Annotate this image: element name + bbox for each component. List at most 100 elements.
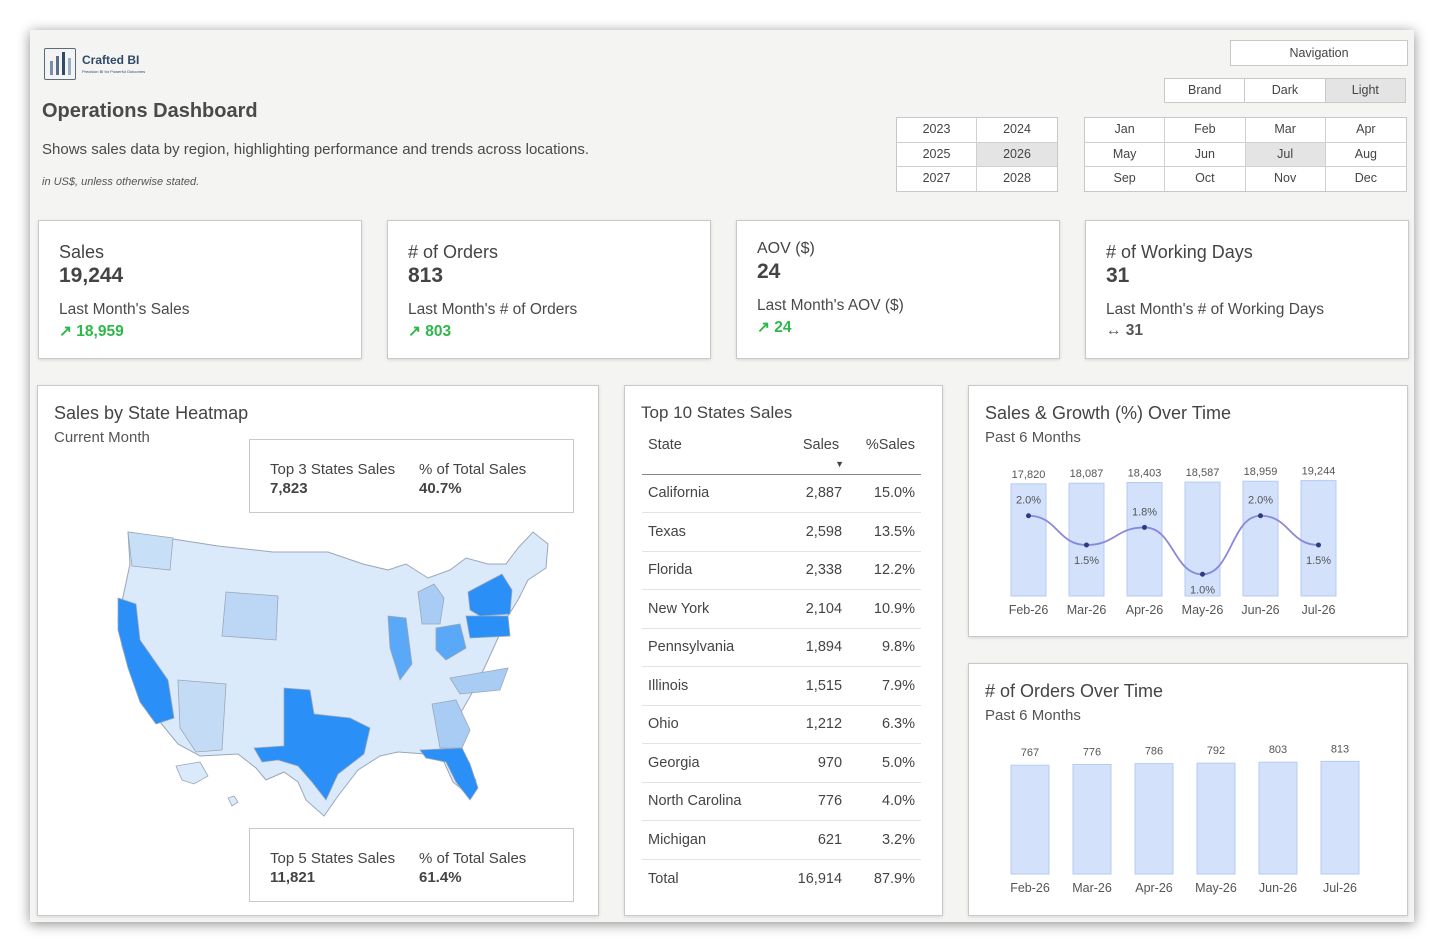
state-wyoming[interactable] [221,591,279,641]
top5-label: Top 5 States Sales [270,850,396,867]
table-header-row: State Sales ▼ %Sales [642,428,921,475]
year-option-2025[interactable]: 2025 [897,142,977,168]
month-option-may[interactable]: May [1085,142,1166,168]
sales-bar-label: 18,959 [1244,466,1278,478]
orders-bar [1072,763,1112,875]
orders-panel: # of Orders Over Time Past 6 Months 767 F… [968,663,1408,916]
x-tick-label: May-26 [1182,603,1224,617]
state-arizona[interactable] [177,679,227,753]
state-georgia[interactable] [431,699,471,749]
kpi-value: 813 [408,264,444,287]
kpi-card-aov: AOV ($) 24 Last Month's AOV ($) ↗ 24 [736,220,1060,359]
year-option-2027[interactable]: 2027 [897,167,977,191]
state-ohio[interactable] [435,623,467,661]
pct-sales-cell: 7.9% [848,666,921,706]
x-tick-label: May-26 [1195,881,1237,895]
growth-point [1084,542,1089,548]
orders-bar-label: 813 [1331,743,1349,755]
state-north-carolina[interactable] [449,667,509,695]
state-cell: Ohio [642,705,774,744]
state-florida[interactable] [419,747,479,801]
state-california[interactable] [117,597,175,725]
state-cell: Texas [642,512,774,552]
top3-value: 7,823 [270,480,308,497]
top5-value: 11,821 [270,869,316,886]
month-option-sep[interactable]: Sep [1085,167,1166,191]
kpi-label: Sales [59,242,105,262]
column-header-pct-sales[interactable]: %Sales [848,428,921,475]
sales-cell: 970 [773,743,849,783]
sales-cell: 1,212 [773,705,849,744]
growth-line [1028,514,1319,576]
kpi-delta: ↗ 803 [408,323,452,340]
top10-table: State Sales ▼ %Sales California 2,887 15.0%… [642,428,921,898]
state-hawaii [227,795,239,807]
state-cell: Pennsylvania [642,628,774,667]
month-option-dec[interactable]: Dec [1354,171,1377,186]
total-pct-cell: 87.9% [848,858,921,898]
total-sales-cell: 16,914 [773,858,849,898]
month-option-nov[interactable]: Nov [1246,167,1326,191]
column-header-state[interactable]: State [642,428,774,475]
x-tick-label: Apr-26 [1126,603,1164,617]
page-title: Operations Dashboard [42,100,258,122]
table-row[interactable]: Georgia 970 5.0% [642,743,921,783]
top5-summary: Top 5 States Sales 11,821 % of Total Sal… [249,828,574,902]
sales-bar [1184,481,1221,597]
growth-label: 1.5% [1074,555,1099,567]
us-state-map[interactable] [88,518,568,818]
table-row[interactable]: New York 2,104 10.9% [642,589,921,629]
month-option-jun[interactable]: Jun [1165,142,1246,168]
top5-pct-value: 61.4% [419,869,462,886]
year-option-2026[interactable]: 2026 [977,142,1057,168]
month-option-jul[interactable]: Jul [1245,142,1326,168]
theme-option-brand[interactable]: Brand [1165,79,1246,102]
sales-cell: 2,598 [773,512,849,552]
sales-cell: 776 [773,782,849,821]
month-slicer: Jan Feb Mar Apr May Jun Jul Aug Sep Oct Nov Dec [1084,117,1407,192]
month-option-jan[interactable]: Jan [1085,118,1166,143]
month-option-oct[interactable]: Oct [1165,167,1246,191]
state-washington[interactable] [127,531,174,571]
state-new-york[interactable] [467,573,513,617]
table-row[interactable]: Illinois 1,515 7.9% [642,666,921,706]
year-option-2023[interactable]: 2023 [897,118,977,143]
navigation-button[interactable]: Navigation [1230,40,1408,66]
table-row[interactable]: North Carolina 776 4.0% [642,782,921,821]
sales-bar [1010,483,1047,597]
kpi-label: AOV ($) [757,240,815,257]
table-row[interactable]: Florida 2,338 12.2% [642,551,921,590]
table-row[interactable]: Ohio 1,212 6.3% [642,705,921,744]
theme-option-dark[interactable]: Dark [1245,79,1326,102]
table-row[interactable]: Texas 2,598 13.5% [642,512,921,552]
year-option-2028[interactable]: 2028 [1003,171,1031,186]
state-michigan[interactable] [417,583,445,625]
month-option-apr[interactable]: Apr [1325,118,1406,143]
state-pennsylvania[interactable] [465,615,511,639]
sales-bar-label: 18,587 [1186,467,1220,479]
table-row[interactable]: Michigan 621 3.2% [642,820,921,860]
table-row[interactable]: Pennsylvania 1,894 9.8% [642,628,921,667]
state-cell: New York [642,589,774,629]
bar-chart-icon [44,48,76,80]
theme-option-light[interactable]: Light [1325,79,1405,102]
pct-sales-cell: 6.3% [848,705,921,744]
state-texas[interactable] [253,687,371,801]
month-option-mar[interactable]: Mar [1245,118,1326,143]
state-cell: Michigan [642,820,774,860]
year-option-2024[interactable]: 2024 [977,118,1057,143]
kpi-card-sales: Sales 19,244 Last Month's Sales ↗ 18,959 [38,220,362,359]
month-option-feb[interactable]: Feb [1165,118,1246,143]
growth-label: 2.0% [1016,495,1041,507]
kpi-sub-label: Last Month's # of Orders [408,301,578,318]
sort-desc-icon[interactable]: ▼ [835,459,845,469]
table-row[interactable]: California 2,887 15.0% [642,474,921,513]
orders-bar-label: 786 [1145,746,1163,758]
state-illinois[interactable] [387,615,413,681]
sales-bar [1126,482,1163,597]
column-header-sales[interactable]: Sales ▼ [773,428,849,475]
growth-label: 2.0% [1248,495,1273,507]
month-option-aug[interactable]: Aug [1325,143,1406,168]
x-tick-label: Apr-26 [1135,881,1173,895]
state-cell: Florida [642,551,774,590]
